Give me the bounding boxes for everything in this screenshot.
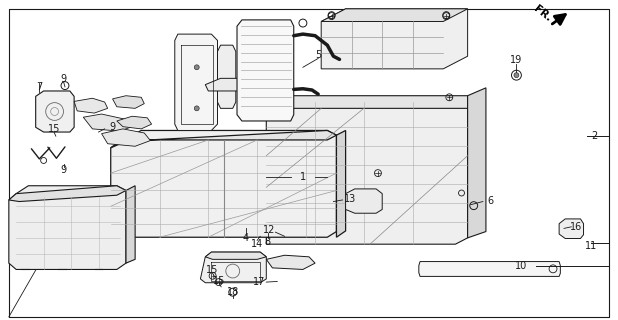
Text: 13: 13: [344, 194, 357, 204]
Polygon shape: [36, 91, 74, 132]
Polygon shape: [126, 186, 135, 263]
Polygon shape: [237, 20, 294, 121]
Polygon shape: [83, 114, 132, 131]
Text: 2: 2: [591, 131, 598, 141]
Text: 5: 5: [315, 50, 321, 60]
Circle shape: [194, 65, 199, 70]
Circle shape: [194, 106, 199, 111]
Text: 19: 19: [510, 55, 523, 65]
Text: 10: 10: [515, 261, 527, 271]
Text: 17: 17: [253, 277, 265, 287]
Polygon shape: [205, 252, 266, 259]
Text: 15: 15: [213, 276, 226, 285]
Polygon shape: [112, 96, 144, 108]
Text: 6: 6: [488, 196, 494, 205]
Polygon shape: [218, 45, 236, 108]
Polygon shape: [205, 78, 254, 91]
Polygon shape: [321, 9, 468, 69]
Circle shape: [514, 73, 519, 78]
Text: 9: 9: [61, 165, 67, 175]
Polygon shape: [101, 129, 150, 146]
Text: 9: 9: [109, 122, 116, 132]
Polygon shape: [111, 131, 336, 237]
Polygon shape: [419, 261, 561, 276]
Polygon shape: [74, 98, 108, 113]
Text: 8: 8: [265, 237, 271, 247]
Text: 12: 12: [263, 225, 276, 235]
Text: 15: 15: [206, 265, 219, 275]
Text: 7: 7: [36, 82, 43, 92]
Polygon shape: [336, 131, 345, 237]
Polygon shape: [266, 102, 468, 244]
Text: 9: 9: [61, 74, 67, 84]
Text: 15: 15: [48, 124, 60, 134]
Text: 18: 18: [227, 287, 239, 297]
Polygon shape: [200, 252, 266, 283]
Polygon shape: [468, 88, 486, 238]
Polygon shape: [9, 186, 126, 269]
Text: 4: 4: [242, 234, 248, 244]
Polygon shape: [9, 186, 126, 202]
Polygon shape: [559, 219, 583, 238]
Text: 14: 14: [251, 239, 263, 249]
Text: 16: 16: [570, 222, 582, 232]
Polygon shape: [266, 96, 468, 108]
Text: FR.: FR.: [531, 4, 553, 24]
Text: 11: 11: [585, 241, 597, 251]
Polygon shape: [321, 9, 468, 21]
Polygon shape: [117, 116, 151, 129]
Text: 1: 1: [300, 172, 306, 182]
Polygon shape: [345, 189, 382, 213]
Polygon shape: [111, 131, 336, 148]
Polygon shape: [266, 255, 315, 269]
Polygon shape: [175, 34, 218, 131]
